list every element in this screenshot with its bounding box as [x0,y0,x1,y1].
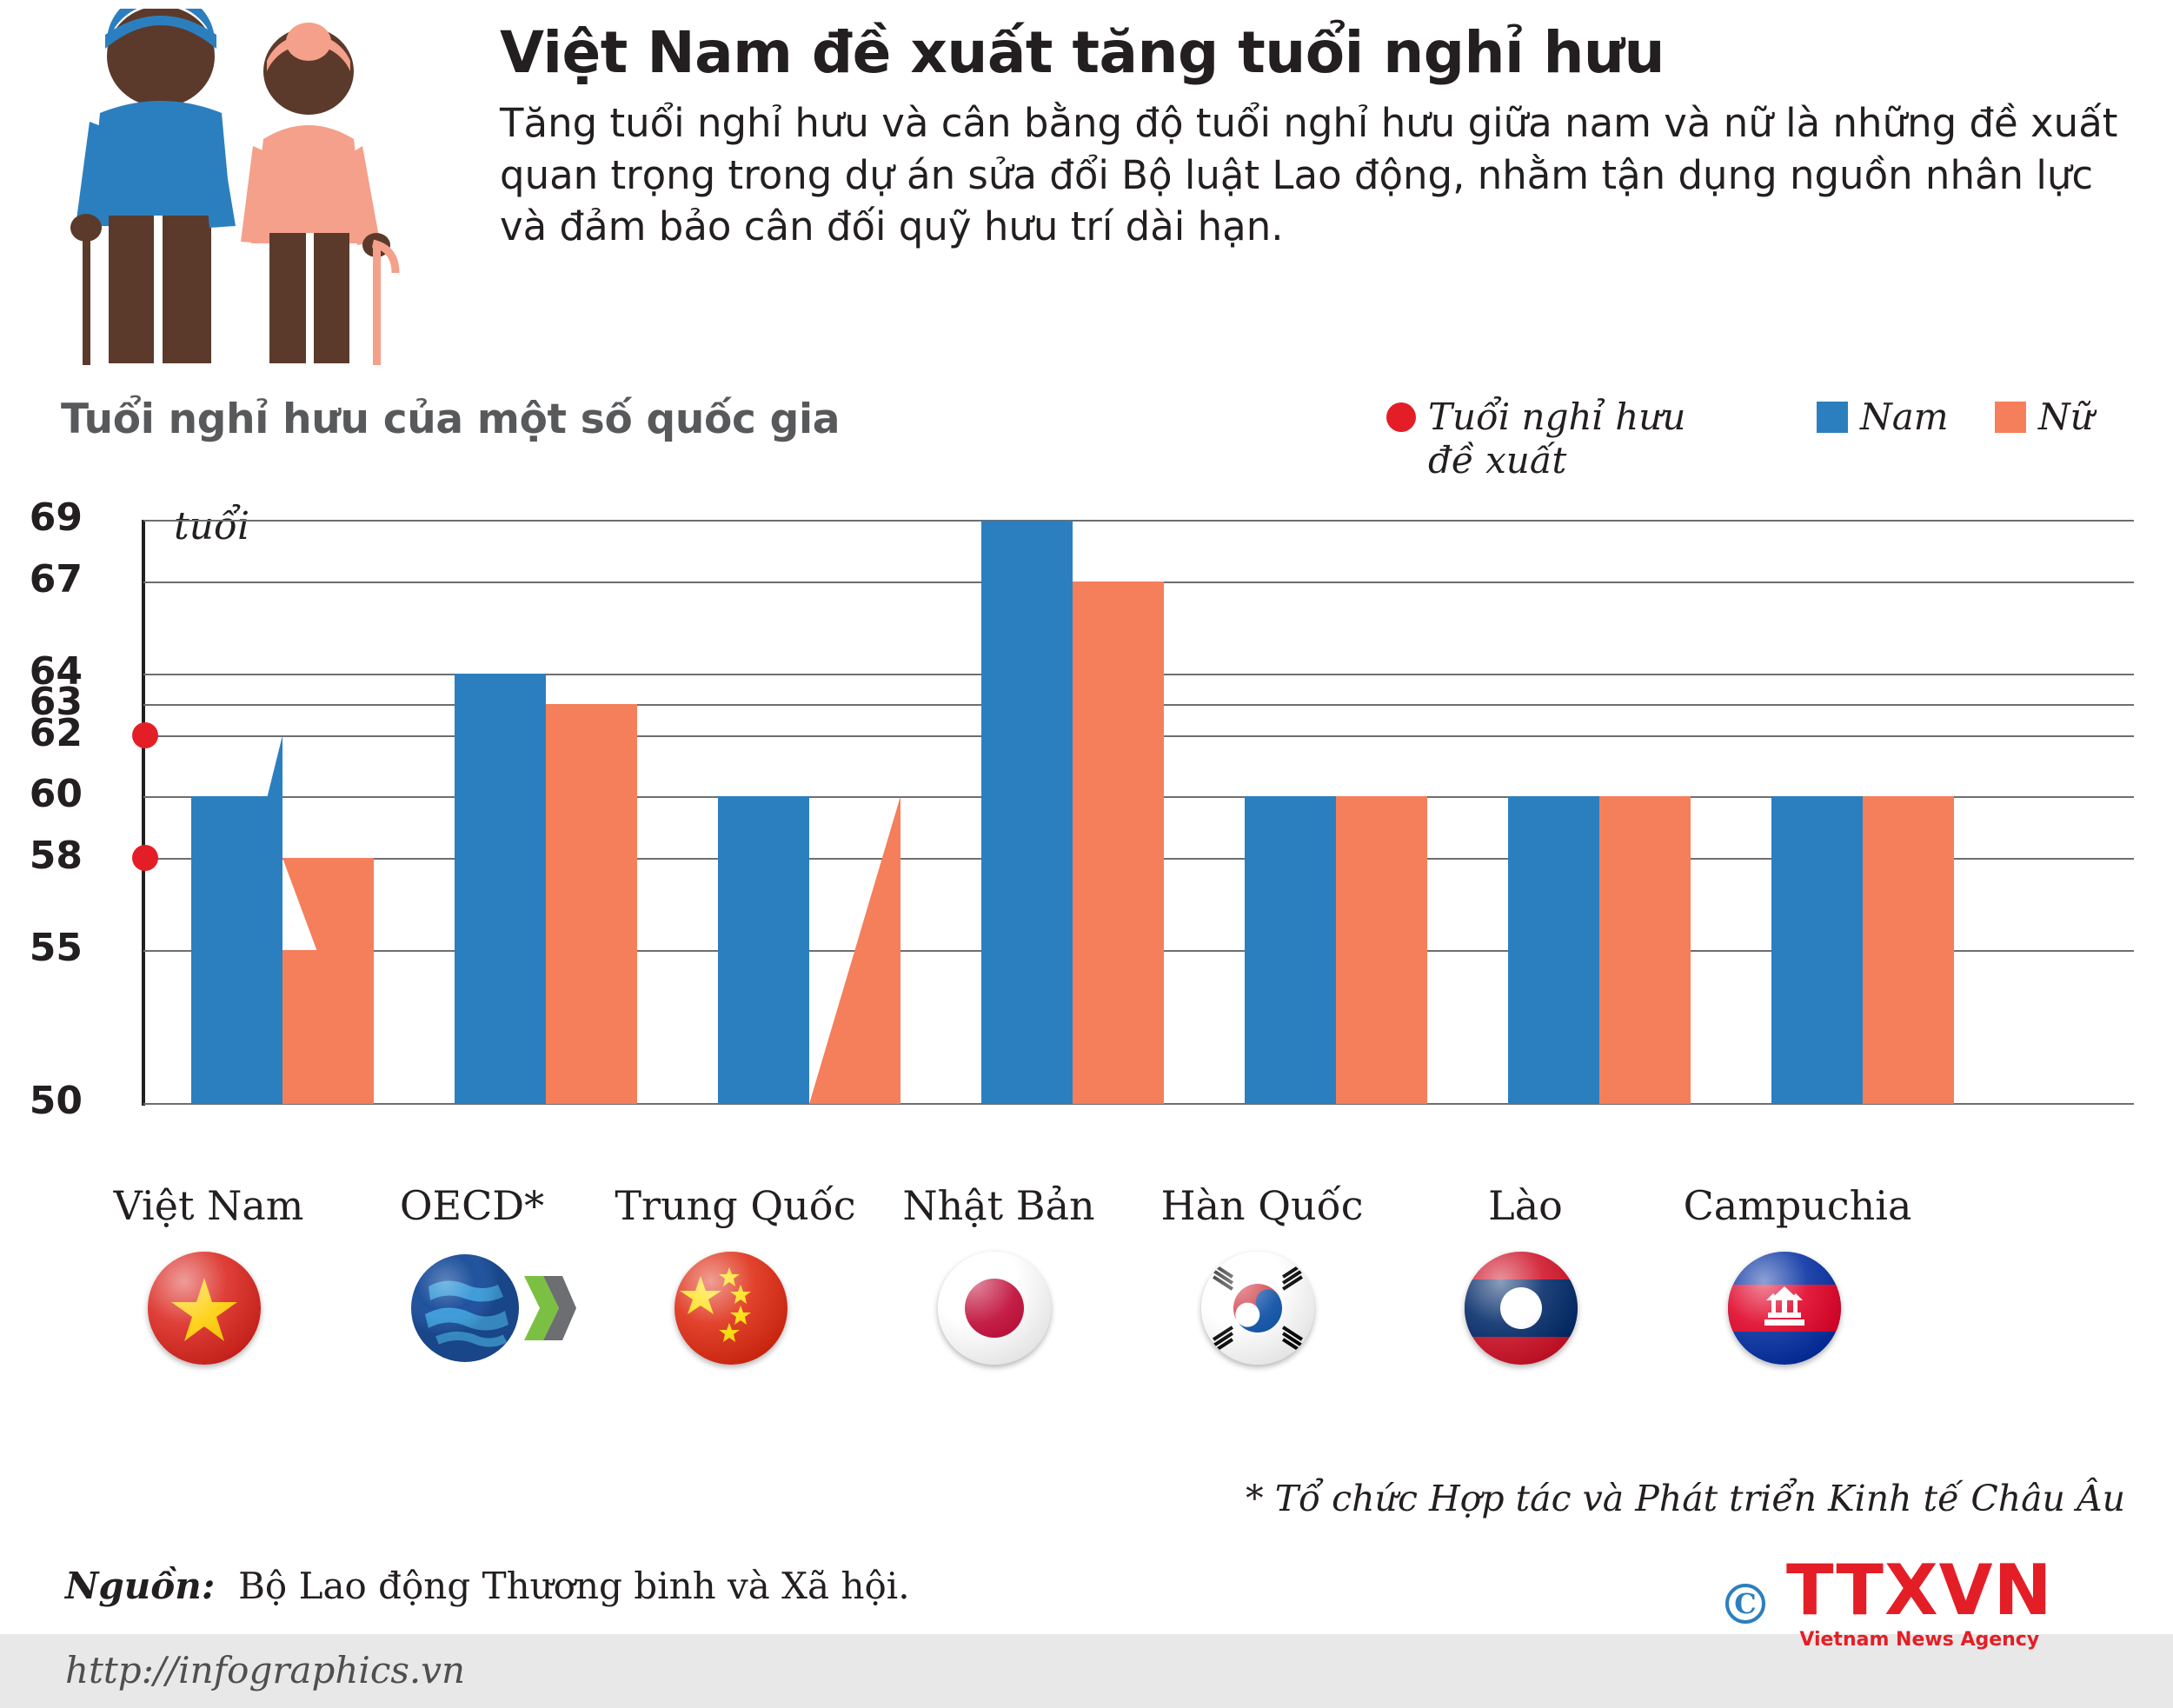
x-axis-labels: Việt Nam OECD* Trung Quốc Nhật Bản Hàn Q… [0,1182,2173,1243]
legend-item-female: Nữ [1995,395,2094,439]
legend-label-male: Nam [1860,395,1949,438]
chart-legend: Tuổi nghỉ hưu đề xuất Nam Nữ [1386,395,2151,508]
page-subtitle: Tăng tuổi nghỉ hưu và cân bằng độ tuổi n… [500,100,2118,250]
oecd-logo-icon [411,1252,576,1365]
x-label-china: Trung Quốc [615,1182,856,1229]
site-url[interactable]: http://infographics.vn [65,1649,466,1691]
bar-cambodia-male [1771,796,1863,1104]
vietnam-flag-icon [148,1252,261,1365]
source-line: Nguồn: Bộ Lao động Thương binh và Xã hội… [65,1565,910,1607]
bar-oecd-female [546,704,637,1104]
chart-plot: tuổi [0,495,2173,1182]
y-tick-60: 60 [29,772,83,816]
elderly-man-figure [70,0,236,365]
legend-square-male-icon [1817,402,1848,433]
legend-item-proposed-age: Tuổi nghỉ hưu đề xuất [1386,395,1685,482]
bar-vietnam-female-base [282,950,374,1104]
y-tick-69: 69 [29,495,83,540]
y-axis-line [142,520,145,1106]
y-tick-55: 55 [29,926,83,970]
bar-southkorea-male [1245,796,1336,1104]
bar-vietnam-male-base [191,796,282,1104]
ttxvn-brand-sub: Vietnam News Agency [1799,1629,2040,1651]
gridline-69 [143,520,2134,522]
country-flags-row [0,1252,2173,1382]
flag-wrap-cambodia [1728,1252,1850,1373]
bar-oecd-male [455,674,546,1104]
source-value: Bộ Lao động Thương binh và Xã hội. [238,1565,910,1607]
flag-wrap-southkorea [1201,1252,1323,1373]
copyright-icon: C [1725,1584,1765,1624]
legend-label-proposed-age: Tuổi nghỉ hưu đề xuất [1428,395,1686,482]
x-label-japan: Nhật Bản [902,1182,1095,1229]
header-text-block: Việt Nam đề xuất tăng tuổi nghỉ hưu Tăng… [500,22,2134,252]
bar-japan-male [981,521,1073,1104]
south-korea-flag-icon [1201,1252,1314,1365]
proposed-age-marker-62 [132,722,158,748]
flag-wrap-laos [1465,1252,1586,1373]
bar-laos-male [1508,796,1599,1104]
legend-label-female: Nữ [2038,395,2094,438]
x-label-laos: Lào [1488,1182,1563,1229]
y-tick-63: 63 [29,680,83,724]
logo-block: C TTXVN Vietnam News Agency [1725,1556,2125,1673]
flag-wrap-japan [938,1252,1060,1373]
ttxvn-logo: TTXVN Vietnam News Agency [1786,1550,2053,1652]
bar-southkorea-female [1336,796,1427,1104]
plot-area [143,520,2134,1105]
y-tick-62: 62 [29,711,83,755]
legend-item-male: Nam [1817,395,1949,439]
legend-square-female-icon [1995,402,2026,433]
chart-title: Tuổi nghỉ hưu của một số quốc gia [61,395,841,443]
x-label-oecd: OECD* [399,1182,545,1229]
bar-japan-female [1073,582,1164,1104]
page-title: Việt Nam đề xuất tăng tuổi nghỉ hưu [500,19,1665,86]
flag-wrap-vietnam [148,1252,269,1373]
proposed-age-marker-58 [132,845,158,871]
header-illustration [48,0,474,365]
laos-flag-icon [1465,1252,1578,1365]
y-tick-50: 50 [29,1079,83,1123]
bar-china-male [718,796,809,1104]
y-tick-58: 58 [29,834,83,878]
elderly-woman-figure [241,23,400,365]
x-label-cambodia: Campuchia [1683,1182,1912,1229]
flag-wrap-oecd [411,1252,576,1373]
cambodia-flag-icon [1728,1252,1841,1365]
gridline-50 [143,1103,2134,1105]
y-axis-unit-label: tuổi [174,504,250,548]
source-label: Nguồn: [65,1565,216,1607]
x-label-vietnam: Việt Nam [113,1182,304,1229]
bar-laos-female [1599,796,1691,1104]
y-tick-64: 64 [29,649,83,694]
bar-cambodia-female [1863,796,1954,1104]
flag-wrap-china [674,1252,796,1373]
x-label-southkorea: Hàn Quốc [1160,1182,1364,1229]
ttxvn-brand: TTXVN [1786,1550,2053,1631]
china-flag-icon [674,1252,787,1365]
url-bar [0,1634,2173,1708]
y-tick-67: 67 [29,557,83,601]
japan-flag-icon [938,1252,1051,1365]
legend-dot-icon [1386,402,1416,432]
footnote-oecd: * Tổ chức Hợp tác và Phát triển Kinh tế … [1246,1478,2125,1519]
